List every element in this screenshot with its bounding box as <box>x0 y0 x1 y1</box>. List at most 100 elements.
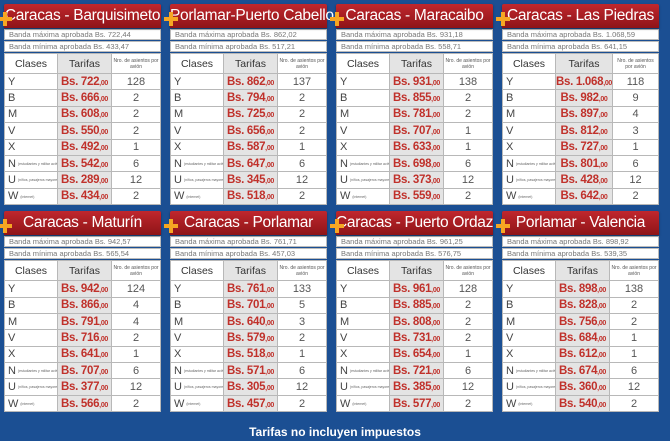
fare-cell: Bs. 559,00 <box>389 187 444 206</box>
seats-cell: 6 <box>612 154 659 173</box>
seats-cell: 118 <box>612 72 659 91</box>
class-cell: X <box>336 345 390 364</box>
table-row: W (internet) Bs. 577,00 2 <box>336 394 493 413</box>
plus-icon <box>330 12 344 26</box>
class-note: (niños, pasajeros mayores de 60 años y c… <box>515 178 556 183</box>
seats-cell: 12 <box>277 171 327 189</box>
fares-table: Clases Tarifas Nro. de asientos por avió… <box>502 53 659 206</box>
fare-cell: Bs. 608,00 <box>57 105 112 124</box>
table-row: N (estudiantes y militar activo) Bs. 674,… <box>502 362 659 380</box>
fare-cell: Bs. 862,00 <box>223 72 278 91</box>
col-clases: Clases <box>4 53 58 74</box>
fare-cell: Bs. 656,00 <box>223 122 278 140</box>
table-row: B Bs. 666,00 2 <box>4 89 161 107</box>
table-row: V Bs. 707,00 1 <box>336 122 493 140</box>
fare-cell: Bs. 377,00 <box>57 378 112 396</box>
fares-table: Clases Tarifas Nro. de asientos por avió… <box>170 53 327 206</box>
seats-cell: 4 <box>111 312 161 331</box>
seats-cell: 12 <box>111 171 161 189</box>
banda-min: Banda mínima aprobada Bs. 457,03 <box>170 248 327 260</box>
table-row: X Bs. 492,00 1 <box>4 138 161 156</box>
table-row: M Bs. 608,00 2 <box>4 105 161 124</box>
col-tarifas: Tarifas <box>389 53 444 74</box>
fare-cell: Bs. 434,00 <box>57 187 112 206</box>
table-row: N (estudiantes y militar activo) Bs. 542,… <box>4 154 161 173</box>
class-note: (estudiantes y militar activo) <box>349 368 390 373</box>
table-row: M Bs. 725,00 2 <box>170 105 327 124</box>
class-note: (niños, pasajeros mayores de 60 años y c… <box>17 385 58 390</box>
fare-cell: Bs. 716,00 <box>57 329 112 347</box>
route-panel: Porlamar-Puerto Cabello Banda máxima apr… <box>164 4 334 206</box>
seats-cell: 6 <box>277 362 327 380</box>
table-row: M Bs. 640,00 3 <box>170 312 327 331</box>
table-row: W (internet) Bs. 540,00 2 <box>502 394 659 413</box>
fare-cell: Bs. 571,00 <box>223 362 278 380</box>
class-note: (estudiantes y militar activo) <box>17 368 58 373</box>
route-title: Caracas - Maturín <box>0 211 161 236</box>
class-cell: U(niños, pasajeros mayores de 60 años y … <box>170 171 224 189</box>
fare-cell: Bs. 725,00 <box>223 105 278 124</box>
seats-cell: 2 <box>111 105 161 124</box>
class-cell: M <box>4 105 58 124</box>
seats-cell: 138 <box>443 72 493 91</box>
col-clases: Clases <box>502 260 556 282</box>
class-cell: Y <box>170 72 224 91</box>
fare-cell: Bs. 684,00 <box>555 329 610 347</box>
col-clases: Clases <box>170 260 224 282</box>
table-row: U(niños, pasajeros mayores de 60 años y … <box>502 378 659 396</box>
class-cell: W (internet) <box>4 187 58 206</box>
fare-cell: Bs. 518,00 <box>223 345 278 364</box>
banda-max: Banda máxima aprobada Bs. 961,25 <box>336 236 493 248</box>
fares-table: Clases Tarifas Nro. de asientos por avió… <box>4 260 161 413</box>
class-cell: N (estudiantes y militar activo) <box>170 154 224 173</box>
table-row: B Bs. 794,00 2 <box>170 89 327 107</box>
seats-cell: 2 <box>111 89 161 107</box>
seats-cell: 2 <box>443 105 493 124</box>
banda-max: Banda máxima aprobada Bs. 942,57 <box>4 236 161 248</box>
fares-table: Clases Tarifas Nro. de asientos por avió… <box>170 260 327 413</box>
class-note: (internet) <box>518 401 533 406</box>
col-seats: Nro. de asientos por avión <box>111 260 161 282</box>
class-cell: B <box>4 296 58 314</box>
banda-min: Banda mínima aprobada Bs. 539,35 <box>502 248 659 260</box>
fare-cell: Bs. 640,00 <box>223 312 278 331</box>
banda-min: Banda mínima aprobada Bs. 576,75 <box>336 248 493 260</box>
seats-cell: 12 <box>111 378 161 396</box>
fare-cell: Bs. 801,00 <box>554 154 614 173</box>
fare-cell: Bs. 642,00 <box>554 187 614 206</box>
class-cell: V <box>336 329 390 347</box>
table-row: U(niños, pasajeros mayores de 60 años y … <box>4 171 161 189</box>
class-note: (internet) <box>20 194 35 199</box>
seats-cell: 137 <box>277 72 327 91</box>
class-cell: N (estudiantes y militar activo) <box>502 362 556 380</box>
seats-cell: 2 <box>443 187 493 206</box>
fare-cell: Bs. 666,00 <box>57 89 112 107</box>
seats-cell: 12 <box>612 171 659 189</box>
table-row: V Bs. 812,00 3 <box>502 122 659 140</box>
class-cell: M <box>336 105 390 124</box>
fare-cell: Bs. 492,00 <box>57 138 112 156</box>
class-cell: N (estudiantes y militar activo) <box>502 154 556 173</box>
fare-cell: Bs. 577,00 <box>389 394 444 413</box>
class-cell: V <box>4 122 58 140</box>
table-row: B Bs. 866,00 4 <box>4 296 161 314</box>
class-cell: Y <box>502 280 556 298</box>
fare-cell: Bs. 942,00 <box>57 280 112 298</box>
banda-max: Banda máxima aprobada Bs. 1.068,59 <box>502 29 659 40</box>
fare-cell: Bs. 707,00 <box>389 122 444 140</box>
banda-min: Banda mínima aprobada Bs. 558,71 <box>336 41 493 52</box>
table-row: X Bs. 641,00 1 <box>4 345 161 364</box>
class-cell: W (internet) <box>4 394 58 413</box>
plus-icon <box>0 219 12 234</box>
class-cell: X <box>170 138 224 156</box>
fare-cell: Bs. 654,00 <box>389 345 444 364</box>
route-panel: Caracas - Barquisimeto Banda máxima apro… <box>0 4 161 206</box>
class-note: (estudiantes y militar activo) <box>17 161 58 166</box>
col-seats: Nro. de asientos por avión <box>111 53 161 74</box>
seats-cell: 6 <box>609 362 659 380</box>
class-cell: M <box>502 105 556 124</box>
seats-cell: 12 <box>277 378 327 396</box>
table-row: N (estudiantes y militar activo) Bs. 801,… <box>502 154 659 173</box>
fares-table: Clases Tarifas Nro. de asientos por avió… <box>502 260 659 413</box>
table-row: Y Bs. 942,00 124 <box>4 280 161 298</box>
